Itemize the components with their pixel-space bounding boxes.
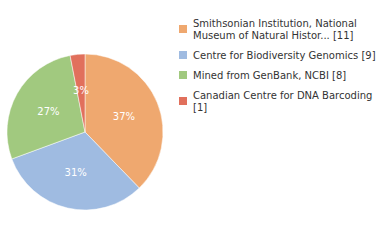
svg-text:27%: 27% (37, 106, 59, 117)
svg-text:31%: 31% (65, 167, 87, 178)
svg-text:3%: 3% (73, 85, 89, 96)
svg-text:37%: 37% (113, 111, 135, 122)
svg-text:Mined from GenBank, NCBI [8]: Mined from GenBank, NCBI [8] (193, 70, 346, 81)
svg-text:[1]: [1] (193, 102, 207, 113)
svg-text:Museum of Natural Histor... [1: Museum of Natural Histor... [11] (193, 30, 354, 41)
svg-text:Centre for Biodiversity Genomi: Centre for Biodiversity Genomics [9] (193, 50, 376, 61)
svg-text:Smithsonian Institution, Natio: Smithsonian Institution, National (193, 18, 360, 29)
svg-text:Canadian Centre for DNA Barcod: Canadian Centre for DNA Barcoding (193, 90, 376, 101)
